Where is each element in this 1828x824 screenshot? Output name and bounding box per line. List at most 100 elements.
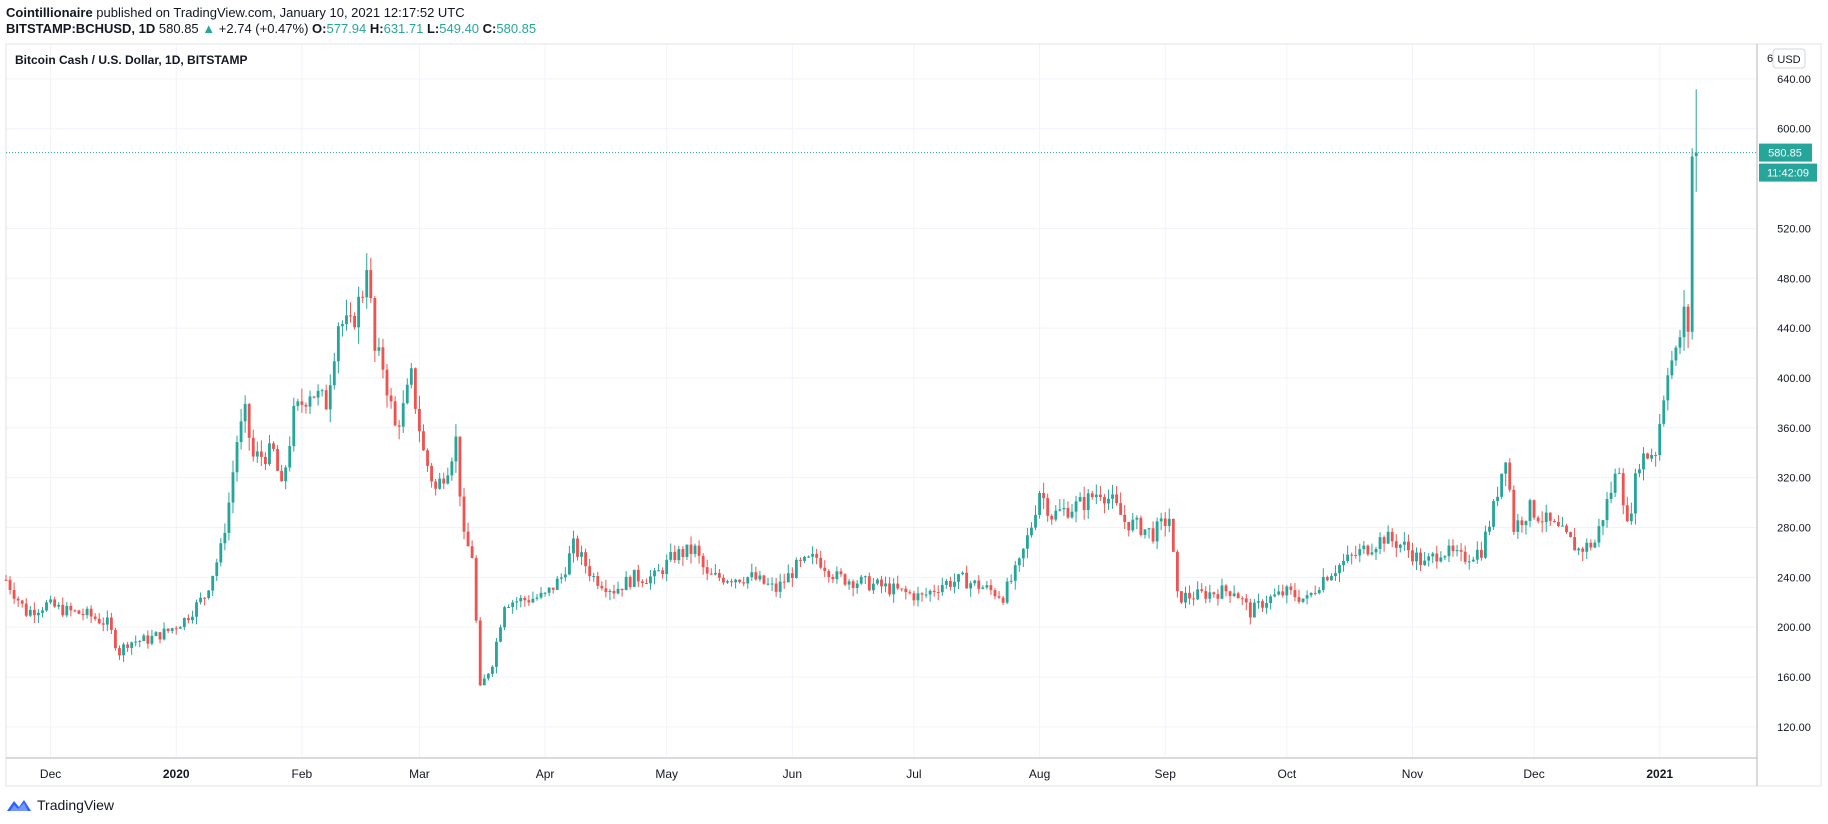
candle-body [1139, 517, 1143, 535]
candle-body [61, 604, 65, 616]
candle-body [681, 549, 685, 557]
candle-body [426, 450, 429, 466]
candle-body [693, 545, 697, 554]
candle-body [231, 472, 235, 503]
x-tick-label: Sep [1155, 767, 1177, 781]
tradingview-footer[interactable]: TradingView [6, 797, 114, 813]
candle-body [1609, 492, 1613, 500]
candle-body [1427, 556, 1431, 561]
candle-body [612, 590, 616, 594]
candle-body [101, 623, 105, 625]
candle-body [1228, 591, 1232, 596]
candle-body [859, 576, 863, 584]
candle-body [361, 296, 365, 298]
close-value: 580.85 [496, 21, 537, 36]
candle-body [1463, 551, 1467, 562]
candle-body [993, 590, 997, 597]
candle-body [1269, 596, 1273, 604]
candle-body [876, 579, 879, 584]
candle-body [304, 404, 308, 407]
candle-body [1621, 473, 1625, 506]
candle-body [657, 570, 660, 572]
tradingview-brand[interactable]: TradingView [37, 797, 115, 813]
candle-body [1642, 453, 1645, 470]
candle-body [211, 575, 215, 591]
candle-body [1216, 594, 1220, 599]
candle-body [336, 326, 340, 362]
candle-body [454, 436, 458, 462]
candle-body [1261, 601, 1264, 608]
last-price-tag-label: 580.85 [1768, 148, 1802, 160]
candle-body [1504, 462, 1508, 474]
candle-body [1520, 520, 1524, 526]
candle-body [855, 583, 859, 588]
chart-title: Bitcoin Cash / U.S. Dollar, 1D, BITSTAMP [15, 53, 247, 67]
candle-body [1536, 517, 1540, 522]
candle-body [1378, 537, 1382, 549]
candle-body [1423, 560, 1427, 566]
candle-body [871, 583, 875, 591]
candle-body [519, 597, 523, 602]
x-tick-label: Nov [1402, 767, 1423, 781]
time-axis: Dec 2020 Feb Mar Apr May Jun Jul Aug Sep Oct Nov Dec… [40, 767, 1673, 781]
candle-body [219, 543, 223, 563]
candle-body [1281, 591, 1285, 596]
candle-body [1650, 455, 1654, 459]
candle-body [1167, 518, 1171, 526]
candle-body [742, 582, 746, 584]
candle-body [1115, 494, 1119, 504]
candle-body [1670, 360, 1674, 376]
candle-body [466, 531, 470, 547]
candle-body [73, 610, 77, 612]
change-text: +2.74 (+0.47%) [218, 21, 309, 36]
candle-body [255, 451, 259, 457]
candle-body [458, 436, 462, 497]
candle-body [1402, 541, 1406, 545]
candle-body [1082, 497, 1086, 510]
candle-body [1398, 544, 1402, 548]
candle-body [523, 597, 527, 601]
candle-body [1050, 515, 1054, 520]
x-tick-label: Feb [292, 767, 313, 781]
candle-body [835, 571, 839, 580]
candle-body [997, 596, 1001, 598]
candle-body [1605, 499, 1609, 521]
candle-body [1220, 585, 1224, 599]
chart-frame [5, 43, 1822, 787]
candle-body [162, 628, 166, 640]
candle-body [1305, 595, 1309, 599]
candle-body [1188, 592, 1191, 599]
candle-body [1512, 489, 1516, 532]
candle-body [961, 572, 964, 575]
candle-body [134, 641, 138, 643]
candle-body [1192, 598, 1196, 600]
candle-body [1516, 520, 1520, 532]
candle-body [1601, 520, 1605, 527]
candle-body [1577, 548, 1581, 551]
candle-body [1005, 581, 1009, 603]
candle-body [1277, 591, 1281, 595]
candle-body [353, 315, 356, 328]
author-name[interactable]: Cointillionaire [6, 5, 93, 20]
candle-body [705, 567, 709, 574]
candle-body [109, 617, 113, 630]
candle-body [1447, 545, 1451, 557]
last-price-header: 580.85 [158, 21, 199, 36]
candle-body [357, 296, 361, 328]
currency-label[interactable]: USD [1777, 54, 1800, 66]
candle-body [77, 610, 81, 614]
currency-button[interactable]: USD [1772, 48, 1806, 69]
candle-body [45, 602, 48, 611]
candle-body [754, 572, 758, 580]
candle-body [413, 368, 417, 409]
candle-body [604, 588, 608, 593]
last-price-tag [1759, 143, 1812, 162]
candle-body [65, 605, 69, 616]
candle-body [928, 590, 932, 595]
x-tick-label: May [655, 767, 678, 781]
candle-body [1613, 473, 1617, 493]
candle-body [1674, 347, 1678, 361]
candle-body [851, 581, 855, 588]
candle-body [539, 592, 543, 598]
